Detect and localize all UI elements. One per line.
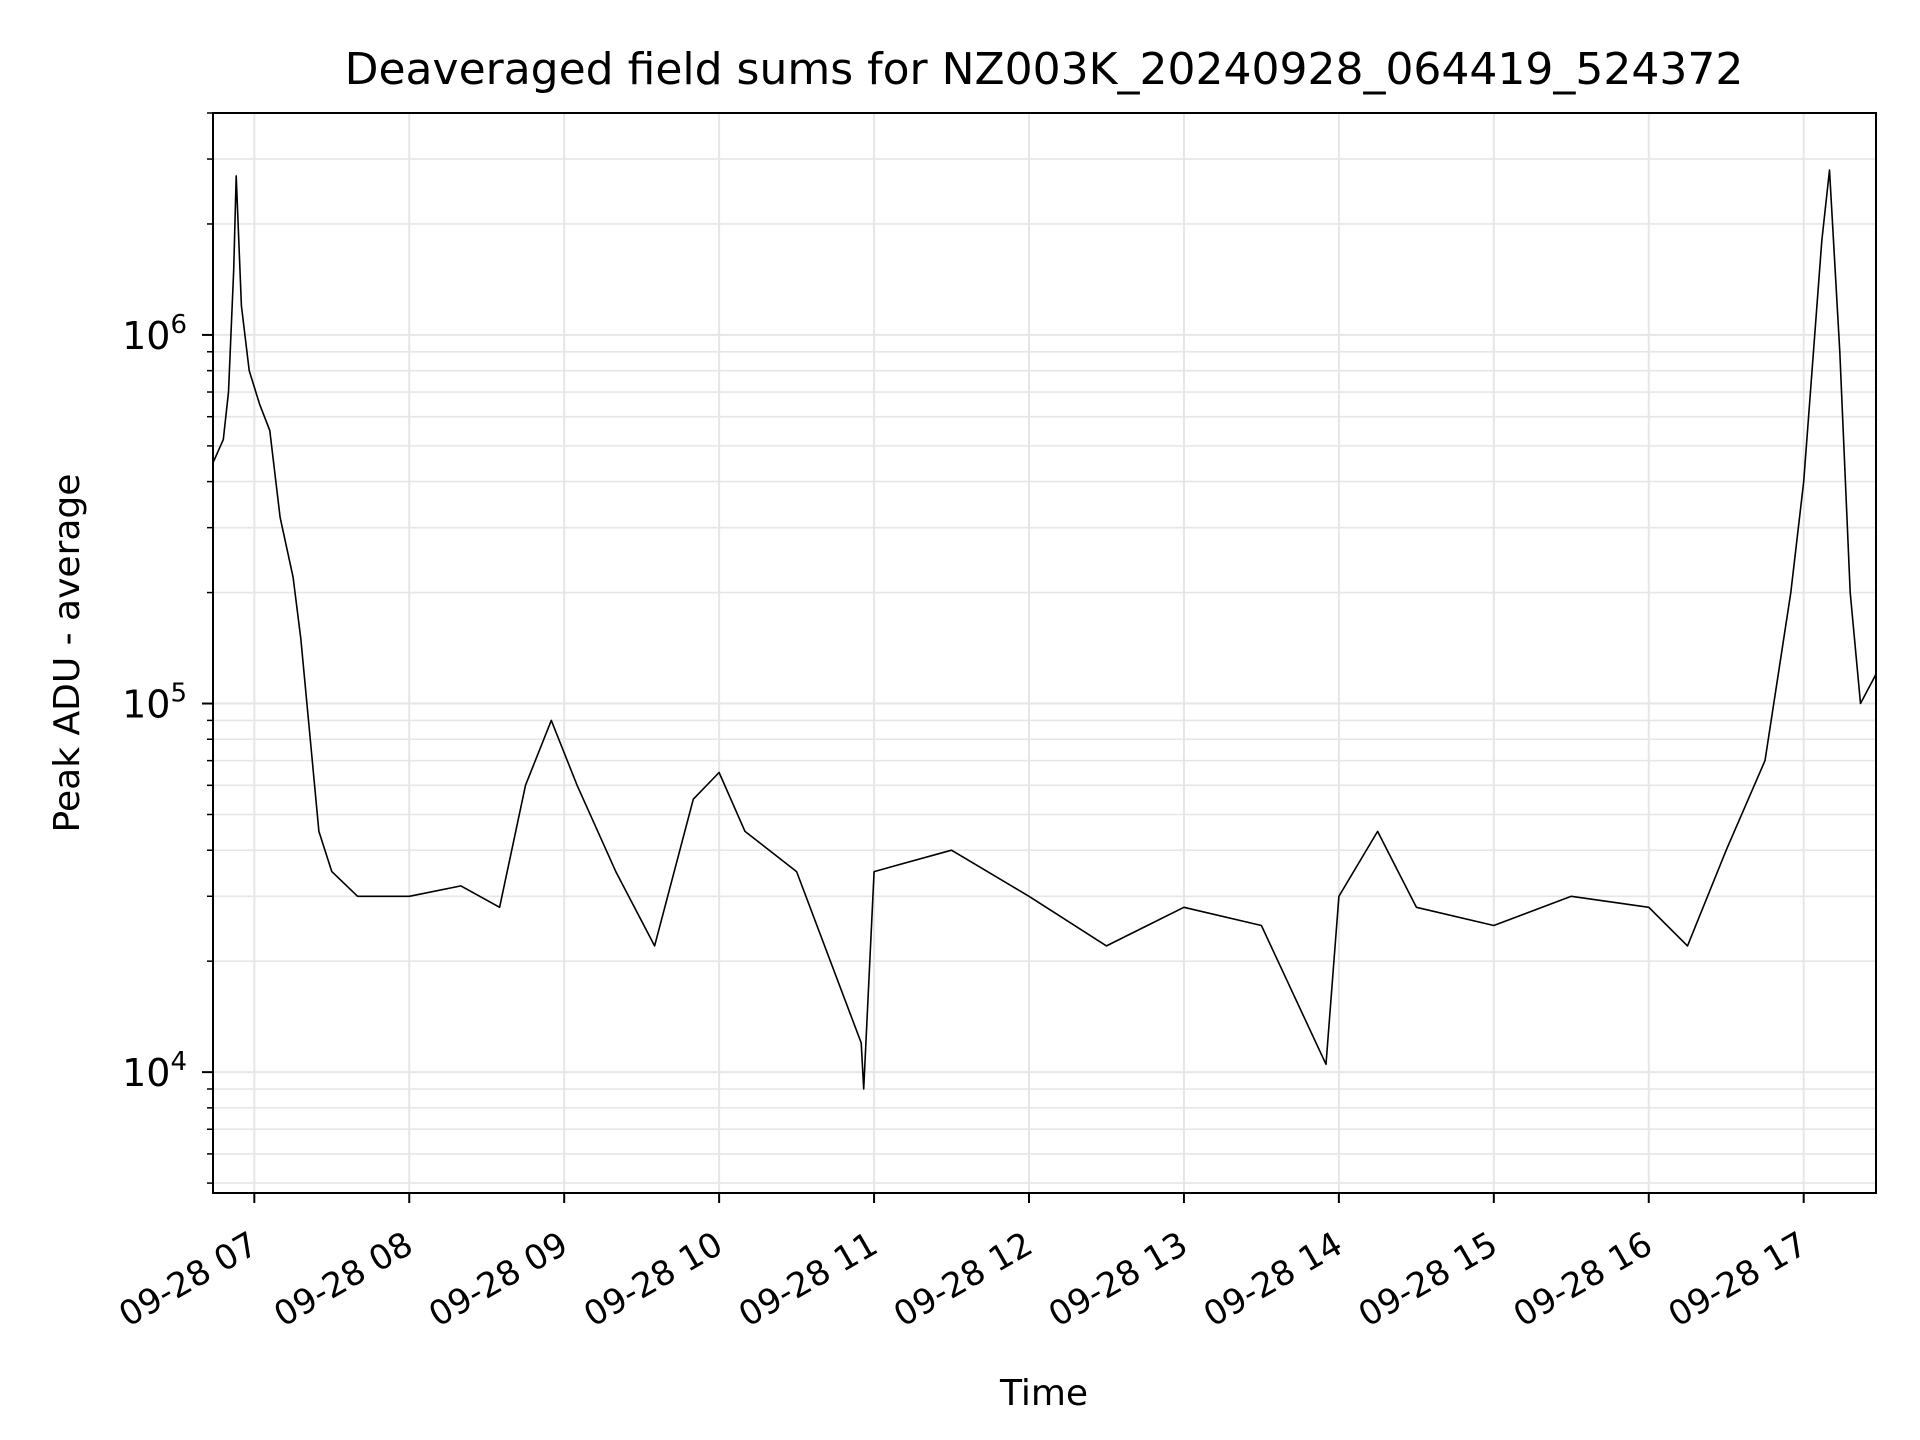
y-tick-label: 105 <box>122 679 187 727</box>
y-tick-label: 106 <box>122 310 187 358</box>
y-tick-label-exponent: 4 <box>170 1047 187 1077</box>
chart-title: Deaveraged field sums for NZ003K_2024092… <box>345 44 1744 95</box>
y-tick-label-base: 10 <box>122 683 170 727</box>
x-axis-label: Time <box>999 1373 1088 1414</box>
y-tick-label-base: 10 <box>122 314 170 358</box>
y-axis-label: Peak ADU - average <box>47 474 88 833</box>
data-series <box>212 169 1877 1090</box>
y-tick-label-base: 10 <box>122 1051 170 1095</box>
y-tick-label: 104 <box>122 1047 187 1095</box>
plot-area-frame <box>212 112 1877 1194</box>
series-line <box>212 169 1877 1090</box>
y-tick-label-exponent: 6 <box>170 310 187 340</box>
y-tick-label-exponent: 5 <box>170 679 187 709</box>
grid-lines <box>213 112 1876 1193</box>
